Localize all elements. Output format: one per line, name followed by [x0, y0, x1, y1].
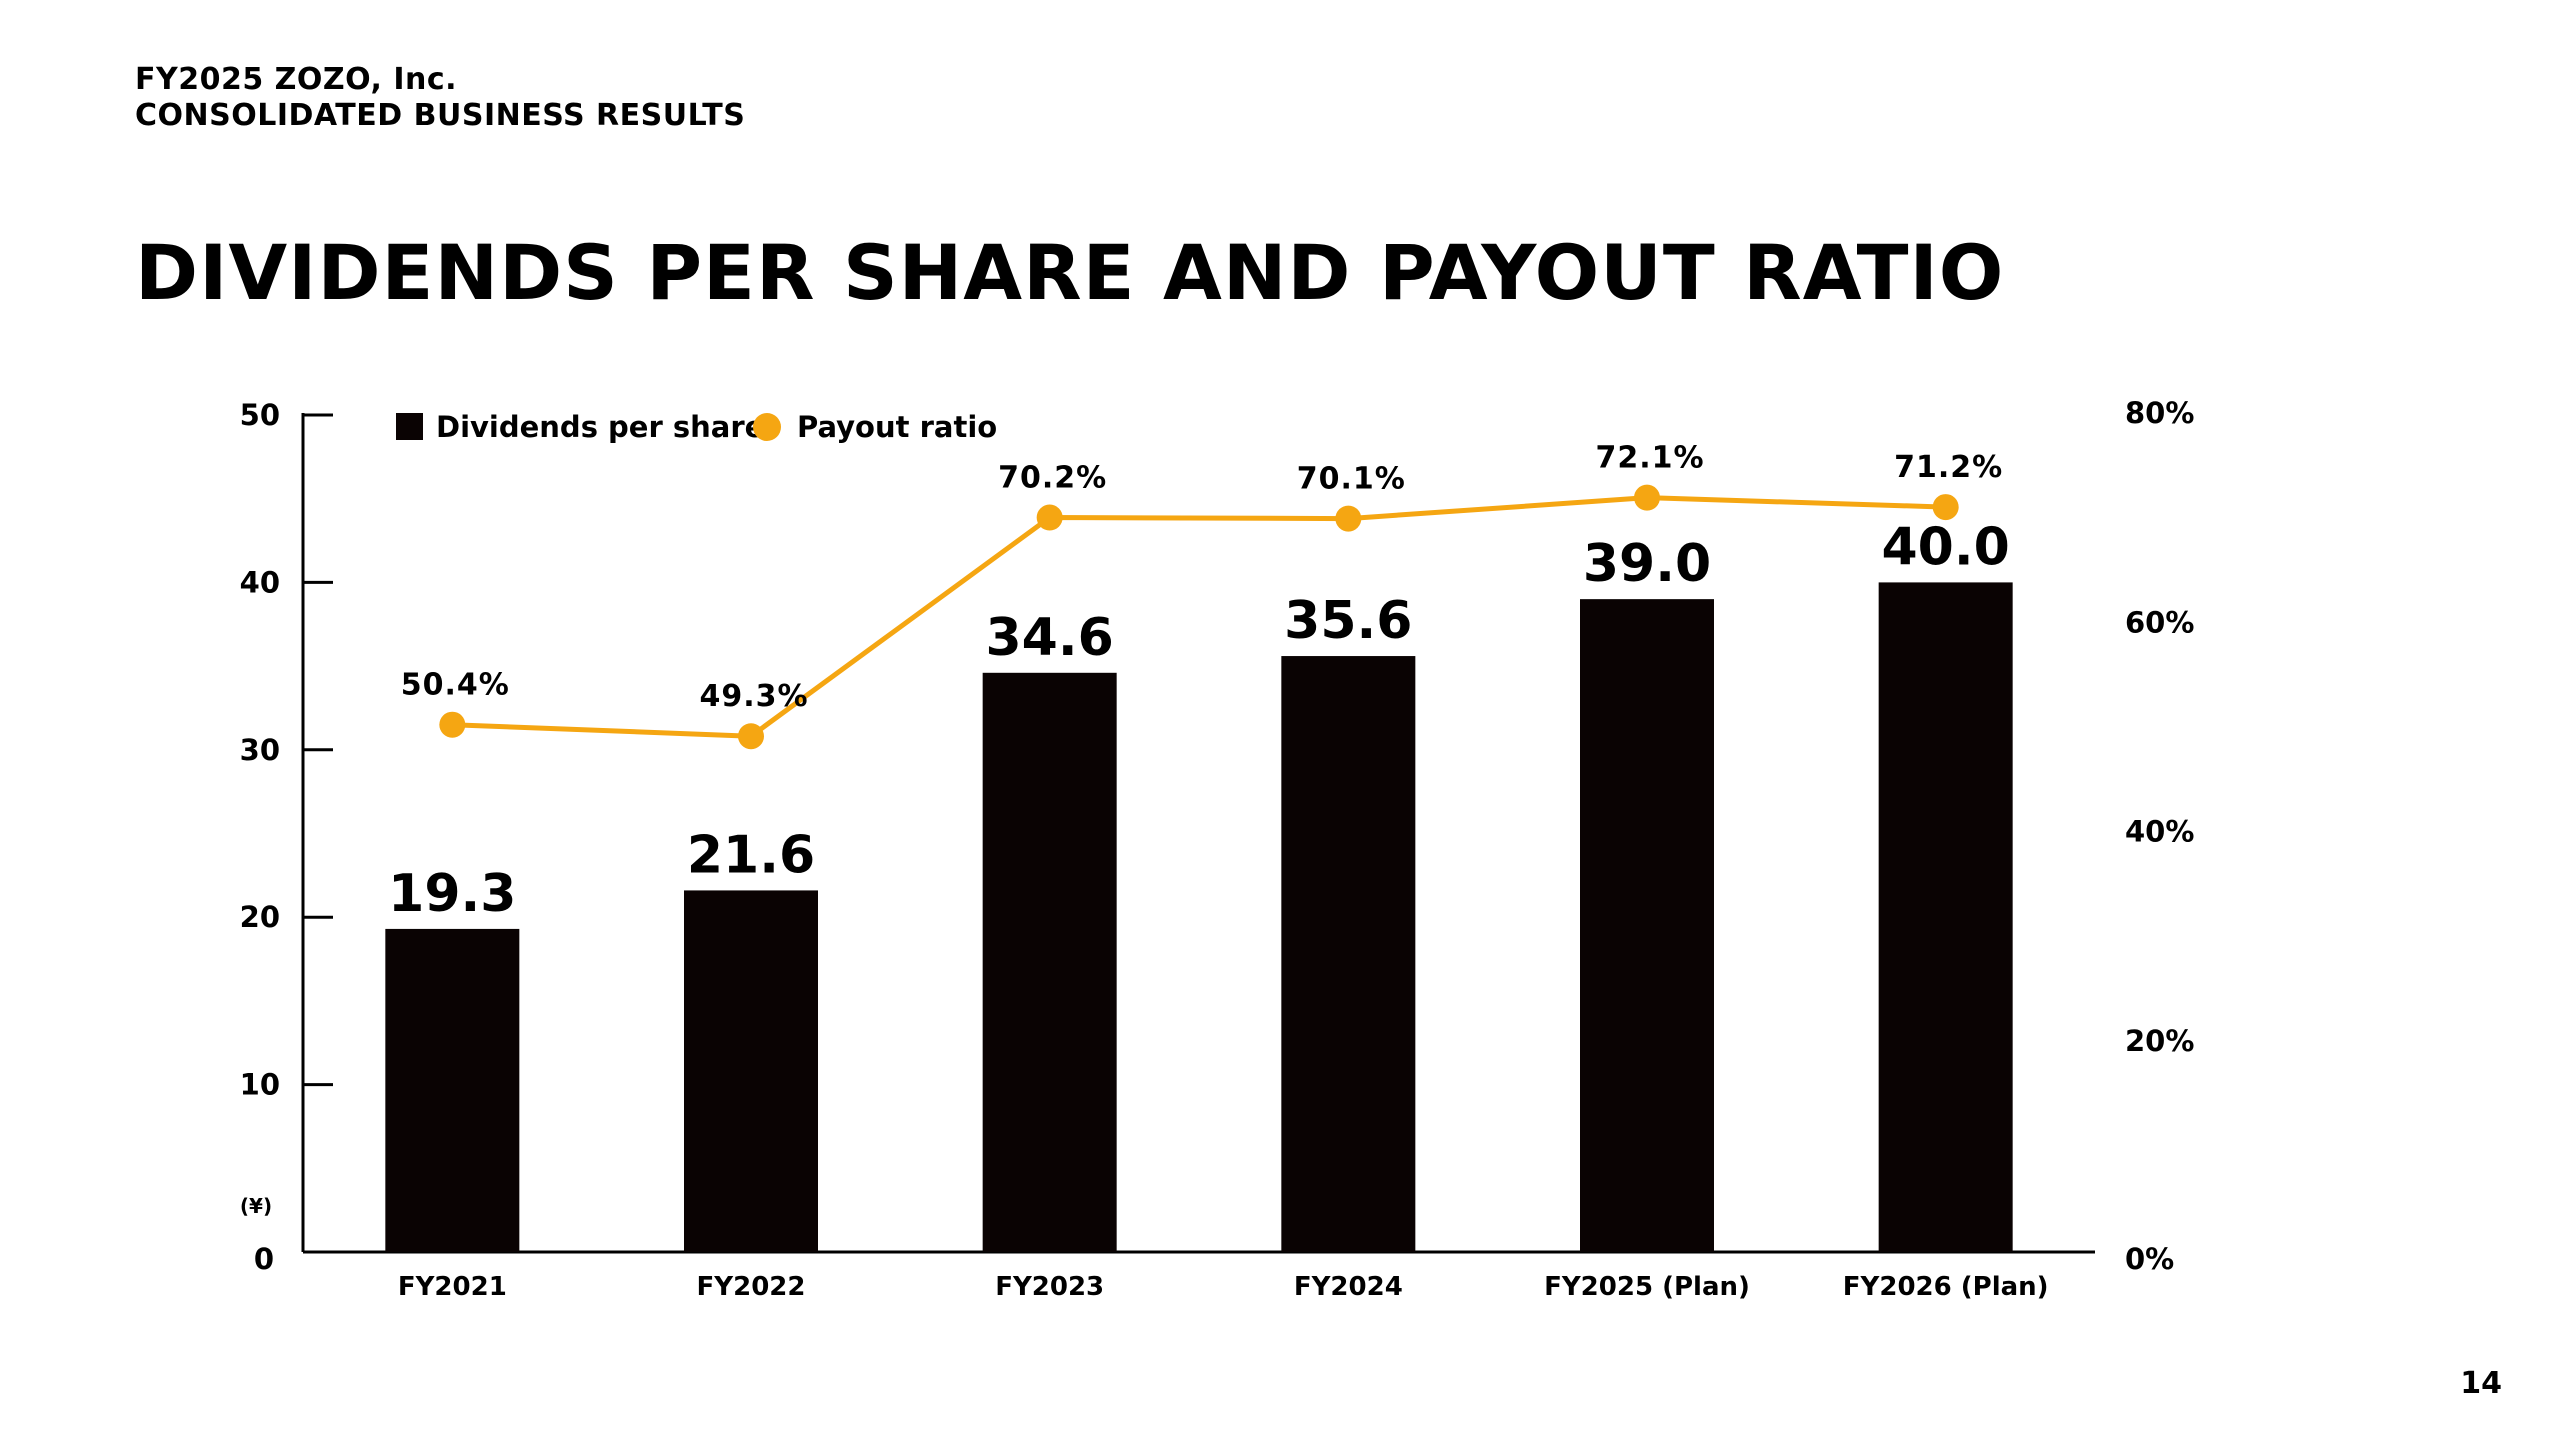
y-left-unit: (¥): [240, 1194, 272, 1218]
payout-ratio-point: [738, 723, 764, 750]
dividend-bar: [982, 672, 1117, 1252]
y-left-tick-label: 40: [240, 565, 280, 599]
report-company: FY2025 ZOZO, Inc.: [135, 62, 458, 97]
payout-ratio-point: [1634, 484, 1660, 511]
category-label: FY2025 (Plan): [1544, 1272, 1750, 1302]
page-title: DIVIDENDS PER SHARE AND PAYOUT RATIO: [135, 228, 2005, 317]
y-right-tick-label: 0%: [2125, 1242, 2174, 1276]
payout-ratio-label: 49.3%: [699, 679, 808, 714]
y-left-tick-label: 30: [240, 733, 280, 767]
legend-line-swatch: [753, 413, 781, 441]
payout-ratio-point: [1036, 504, 1063, 531]
report-subtitle: CONSOLIDATED BUSINESS RESULTS: [135, 98, 746, 133]
payout-ratio-point: [1335, 505, 1362, 532]
y-left-tick-label: 50: [240, 398, 280, 432]
page-number: 14: [2460, 1366, 2502, 1401]
y-left-tick-label: 20: [240, 900, 280, 934]
payout-ratio-label: 70.1%: [1297, 462, 1406, 497]
y-left-tick-label: 10: [240, 1068, 280, 1102]
payout-ratio-label: 50.4%: [401, 668, 510, 703]
category-label: FY2021: [398, 1272, 507, 1302]
dividend-bar: [1878, 582, 2013, 1252]
dividend-bar: [1281, 656, 1416, 1252]
dividend-value-label: 19.3: [388, 864, 516, 924]
category-label: FY2022: [697, 1272, 806, 1302]
dividend-bar: [684, 890, 818, 1252]
category-label: FY2026 (Plan): [1843, 1272, 2049, 1302]
legend-line-label: Payout ratio: [797, 410, 997, 444]
payout-ratio-label: 71.2%: [1894, 450, 2003, 485]
y-left-tick-label: 0: [254, 1242, 274, 1276]
dividend-value-label: 39.0: [1583, 534, 1711, 594]
dividend-value-label: 35.6: [1284, 591, 1412, 651]
category-label: FY2023: [995, 1272, 1104, 1302]
dividend-value-label: 34.6: [986, 608, 1114, 668]
category-label: FY2024: [1294, 1272, 1403, 1302]
dividend-value-label: 21.6: [687, 825, 815, 885]
dividend-bar: [1580, 599, 1714, 1252]
y-right-tick-label: 20%: [2125, 1024, 2194, 1058]
y-right-tick-label: 80%: [2125, 396, 2194, 430]
legend-bar-label: Dividends per share: [436, 410, 764, 444]
dividend-value-label: 40.0: [1882, 517, 2010, 577]
dividend-bar: [385, 928, 520, 1252]
payout-ratio-point: [1932, 494, 1959, 521]
y-right-tick-label: 40%: [2125, 815, 2194, 849]
payout-ratio-label: 70.2%: [998, 461, 1107, 496]
payout-ratio-label: 72.1%: [1595, 441, 1704, 476]
report-header: FY2025 ZOZO, Inc. CONSOLIDATED BUSINESS …: [135, 62, 745, 134]
y-right-tick-label: 60%: [2125, 605, 2194, 639]
payout-ratio-line: [452, 495, 1946, 739]
legend-bar-swatch: [396, 413, 423, 440]
payout-ratio-point: [439, 711, 466, 738]
